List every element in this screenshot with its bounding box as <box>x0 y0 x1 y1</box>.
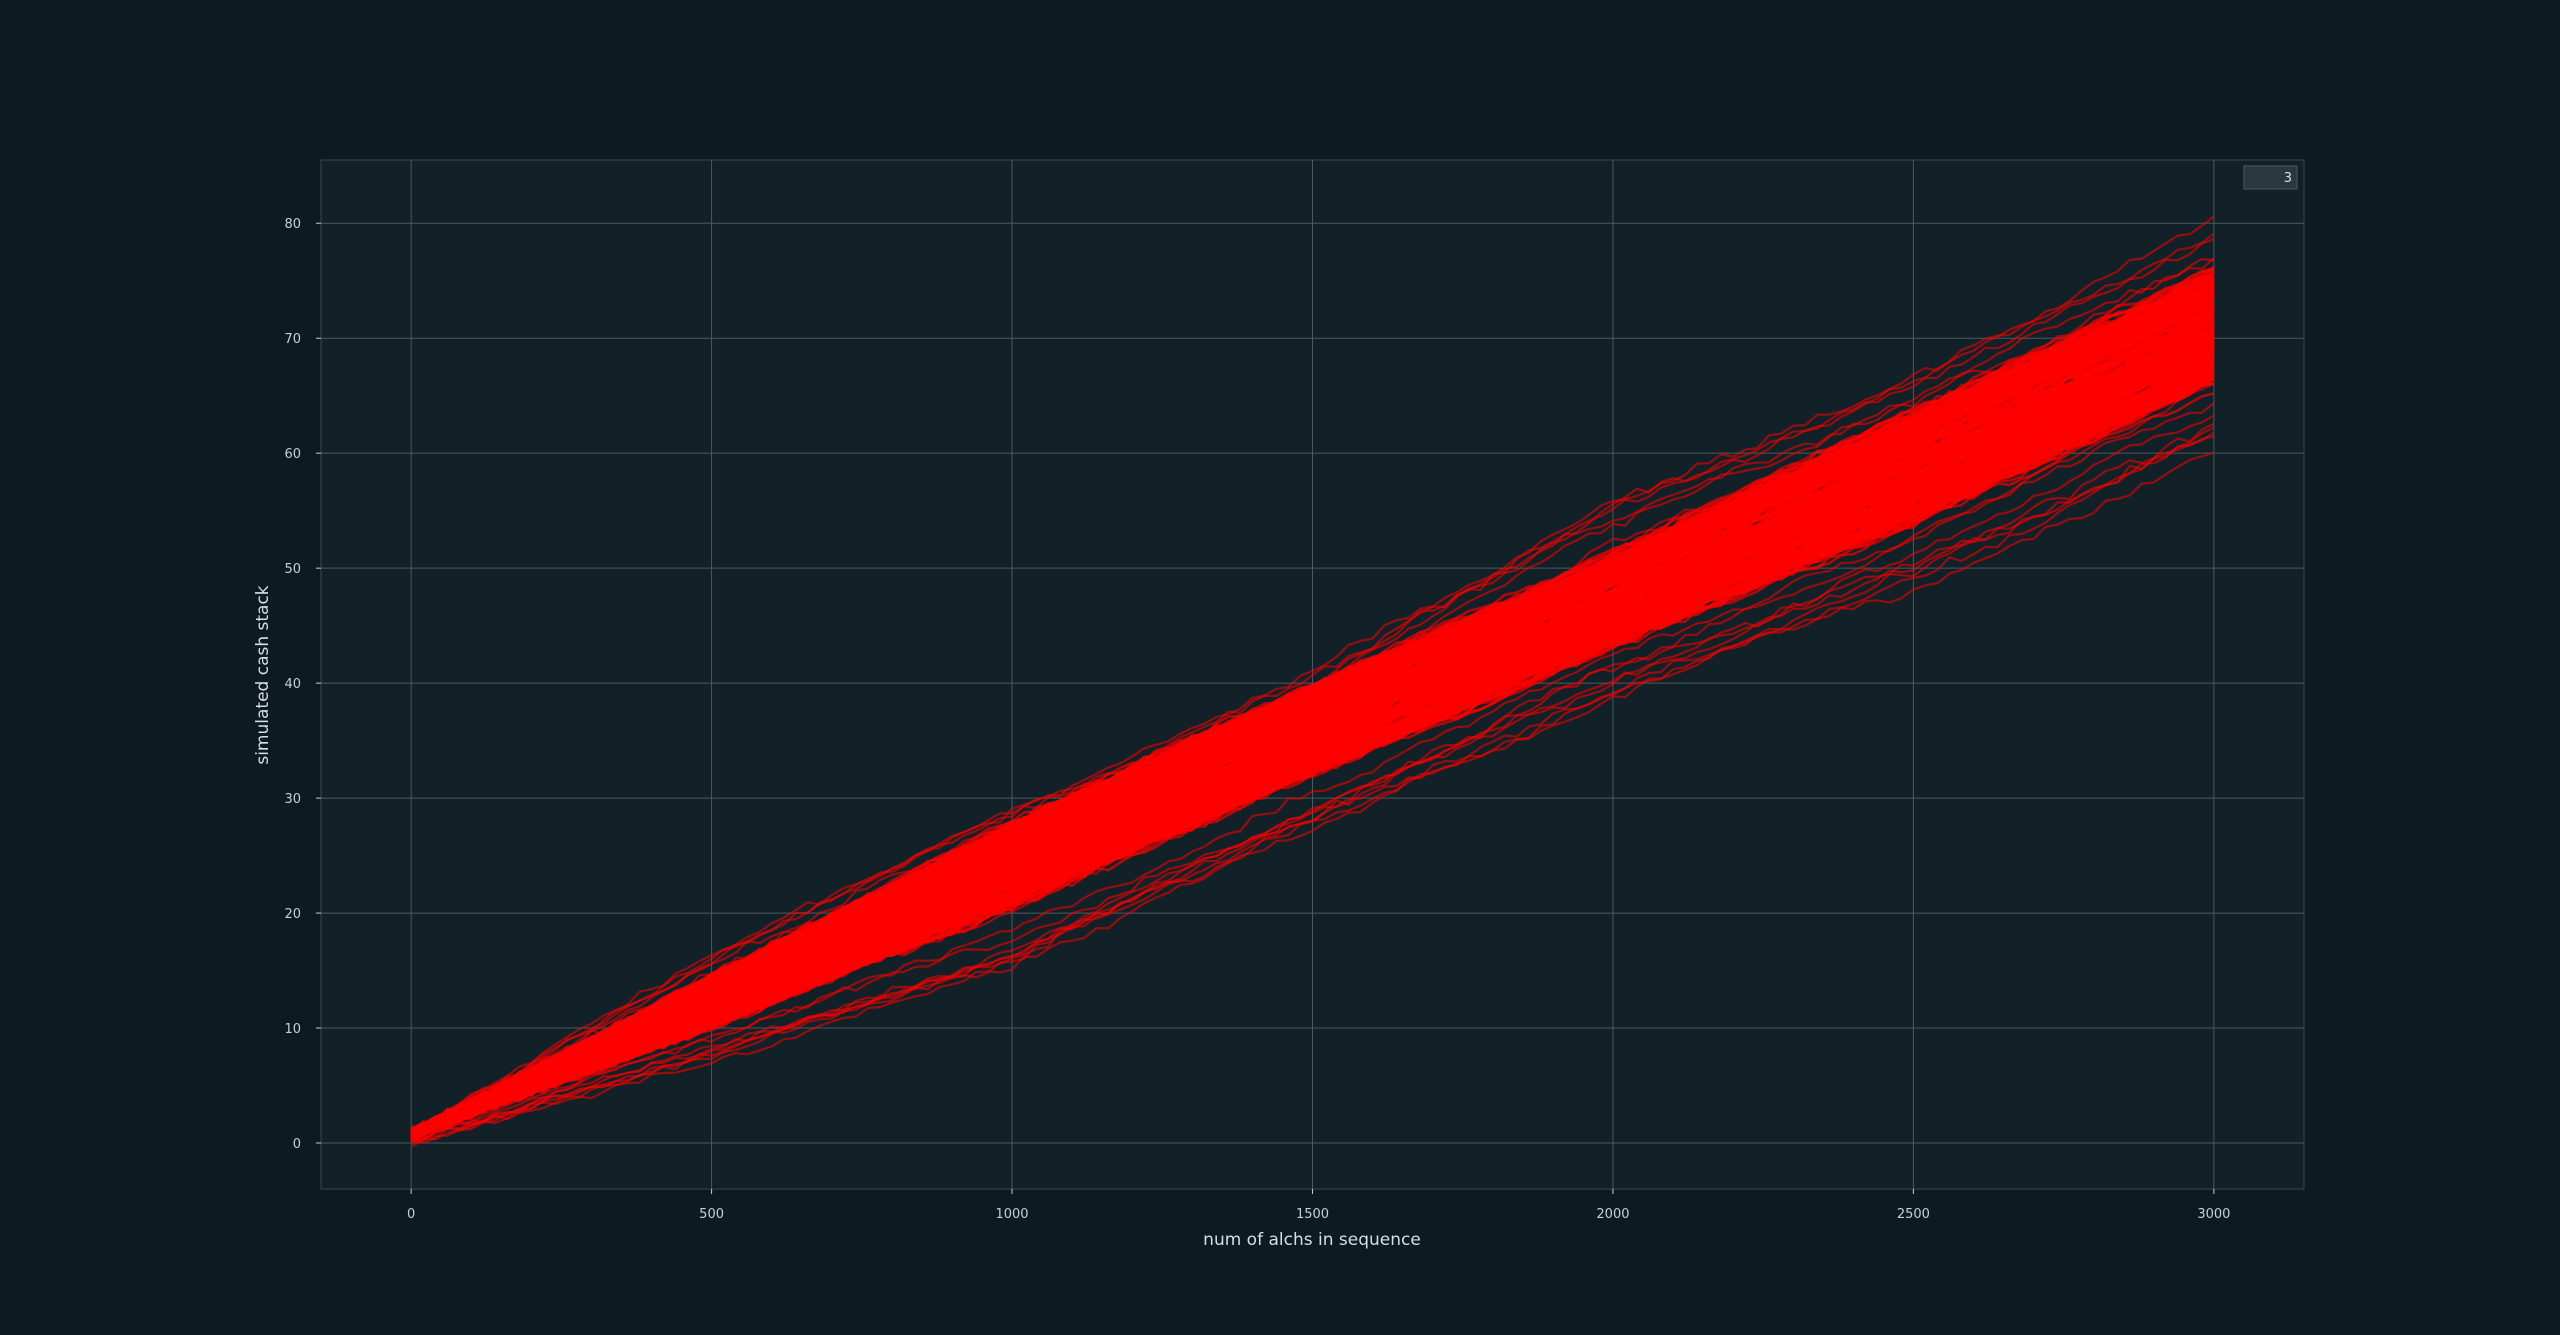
series-line <box>410 414 2215 1148</box>
y-tick-label: 30 <box>284 792 301 807</box>
legend: 3 <box>2243 165 2298 190</box>
y-axis-ticks: 0 10 20 30 40 50 60 70 80 <box>284 217 321 1152</box>
y-tick-label: 10 <box>284 1022 301 1037</box>
x-tick-label: 0 <box>407 1207 415 1222</box>
series-line <box>410 238 2215 1135</box>
series-line <box>410 338 2215 1137</box>
x-tick-label: 2500 <box>1897 1207 1930 1222</box>
series-line <box>410 381 2215 1140</box>
series-line <box>410 325 2215 1134</box>
y-tick-label: 50 <box>284 562 301 577</box>
y-tick-label: 60 <box>284 447 301 462</box>
legend-box <box>2243 165 2298 190</box>
series-line <box>410 431 2215 1143</box>
x-tick-label: 2000 <box>1596 1207 1629 1222</box>
x-tick-label: 1500 <box>1296 1207 1329 1222</box>
series-line <box>410 366 2215 1134</box>
y-tick-label: 0 <box>293 1137 301 1152</box>
legend-entry: 3 <box>2284 171 2292 186</box>
series-line <box>411 322 2215 1137</box>
series-line <box>410 451 2215 1145</box>
x-tick-label: 1000 <box>995 1207 1028 1222</box>
series-line <box>410 334 2215 1139</box>
series-line <box>410 402 2215 1142</box>
x-axis-ticks: 0 500 1000 1500 2000 2500 3000 <box>407 1189 2230 1222</box>
series-line <box>411 290 2214 1135</box>
y-tick-label: 70 <box>284 332 301 347</box>
y-tick-label: 20 <box>284 907 301 922</box>
x-tick-label: 500 <box>699 1207 724 1222</box>
series-line <box>410 382 2215 1142</box>
series-line <box>410 366 2215 1136</box>
x-tick-label: 3000 <box>2197 1207 2230 1222</box>
y-axis-label: simulated cash stack <box>253 585 273 764</box>
series-line <box>410 215 2215 1136</box>
series-layer <box>410 215 2215 1148</box>
y-tick-label: 40 <box>284 677 301 692</box>
x-axis-label: num of alchs in sequence <box>1203 1230 1421 1250</box>
y-tick-label: 80 <box>284 217 301 232</box>
